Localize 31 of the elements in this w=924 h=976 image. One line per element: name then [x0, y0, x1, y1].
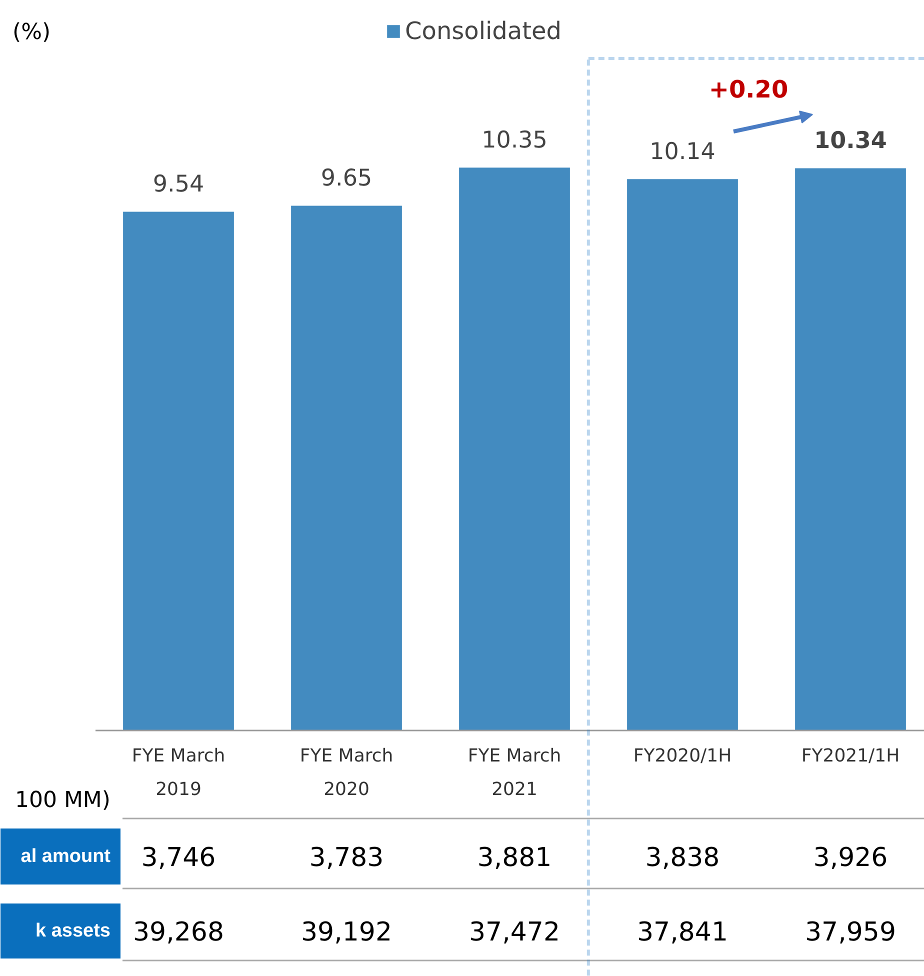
x-tick-label: FY2021/1H	[801, 746, 900, 766]
text: 3,881	[477, 843, 552, 873]
bar	[459, 168, 570, 731]
text: 37,472	[469, 918, 560, 948]
x-tick-label: FYE March 2020	[300, 746, 394, 800]
text: (%)	[12, 20, 51, 45]
legend-label: Consolidated	[405, 17, 562, 45]
text: 39,268	[133, 918, 224, 948]
data-label: 9.54	[152, 172, 204, 198]
data-label: 10.34	[814, 128, 887, 154]
text: 3,783	[309, 843, 384, 873]
x-tick-label: FY2020/1H	[633, 746, 732, 766]
text: 3,838	[645, 843, 720, 873]
text: 37,959	[805, 918, 896, 948]
x-tick-label: FYE March 2021	[468, 746, 562, 800]
text: +0.20	[708, 76, 788, 104]
text: 100 MM)	[14, 788, 110, 813]
text: 37,841	[637, 918, 728, 948]
bar	[123, 212, 234, 731]
bar	[627, 179, 738, 731]
bar	[795, 168, 906, 731]
text: 3,926	[813, 843, 888, 873]
text: 3,746	[141, 843, 216, 873]
x-tick-label: FYE March 2019	[132, 746, 226, 800]
text: 39,192	[301, 918, 392, 948]
text: k assets	[35, 920, 111, 942]
text: al amount	[20, 846, 112, 867]
bar	[291, 206, 402, 731]
data-label: 9.65	[320, 166, 372, 192]
data-label: 10.14	[650, 139, 716, 166]
data-label: 10.35	[482, 128, 548, 154]
